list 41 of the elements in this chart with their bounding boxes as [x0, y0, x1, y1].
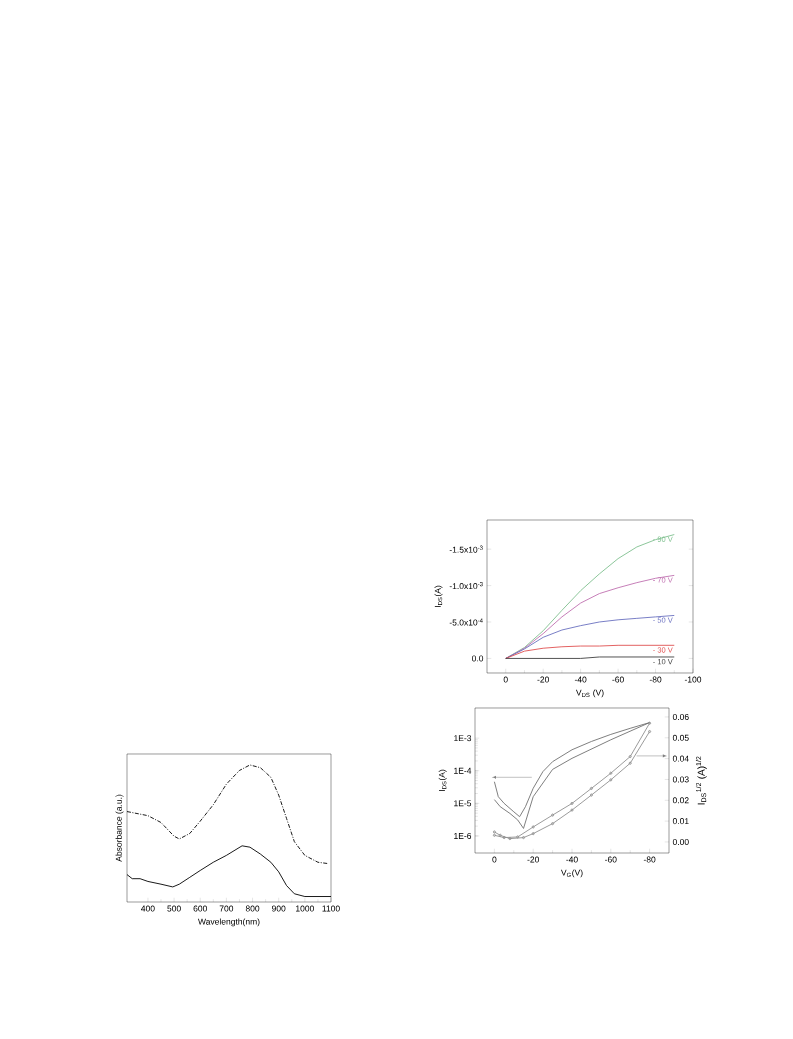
- x-tick-label: 600: [193, 905, 207, 912]
- x-tick-label: 800: [245, 905, 260, 912]
- x-tick-label: -60: [612, 676, 624, 683]
- y2-tick-label: 0.00: [672, 838, 689, 845]
- x-tick-label: 400: [141, 905, 155, 912]
- x-tick-label: 700: [219, 905, 234, 912]
- y2-tick-label: 0.04: [672, 755, 689, 762]
- y2-tick-label: 0.03: [672, 776, 689, 783]
- x-tick-label: -20: [527, 856, 540, 863]
- y2-tick-label: 0.06: [672, 713, 689, 720]
- x-tick-label: 0: [503, 676, 508, 683]
- x-tick-label: -80: [649, 676, 662, 683]
- x-axis-title: V$_{DS}$ (V): [575, 689, 604, 698]
- y-tick-label: 1E-3: [454, 735, 472, 742]
- y-tick-label: -1.5x10$^{-3}$: [449, 545, 483, 553]
- x-tick-label: -60: [605, 856, 617, 863]
- y2-tick-label: 0.01: [672, 818, 689, 825]
- x-tick-label: -40: [566, 856, 578, 863]
- x-tick-label: -40: [574, 676, 587, 683]
- y-tick-label: -5.0x10$^{-4}$: [449, 618, 483, 626]
- x-tick-label: -20: [537, 676, 549, 683]
- y-tick-label: 1E-4: [454, 767, 472, 774]
- x-tick-label: 500: [167, 905, 181, 912]
- y-tick-label: 1E-5: [454, 800, 472, 807]
- y2-tick-label: 0.05: [672, 734, 689, 741]
- x-tick-label: -80: [643, 856, 656, 863]
- y-axis-title: I$_{DS}$(A): [438, 769, 447, 791]
- x-tick-label: 900: [271, 905, 286, 912]
- x-tick-label: -100: [684, 676, 702, 683]
- y-tick-label: 1E-6: [454, 832, 472, 839]
- x-tick-label: 1100: [322, 905, 340, 912]
- y-tick-label: 0.0: [471, 655, 484, 662]
- x-tick-label: 0: [492, 856, 497, 863]
- x-tick-label: 1000: [296, 905, 314, 912]
- y-tick-label: -1.0x10$^{-3}$: [449, 582, 483, 590]
- x-axis-title: Wavelength(nm): [198, 918, 260, 927]
- x-axis-title: V$_{G}$(V): [560, 869, 583, 878]
- y-axis-title: Absorbance (a.u.): [115, 794, 124, 862]
- y2-tick-label: 0.02: [672, 797, 689, 804]
- y-axis-title: I$_{DS}$(A): [434, 585, 443, 607]
- y2-axis-title: I$_{DS}$$^{1/2}$ (A)$^{1/2}$: [695, 756, 707, 805]
